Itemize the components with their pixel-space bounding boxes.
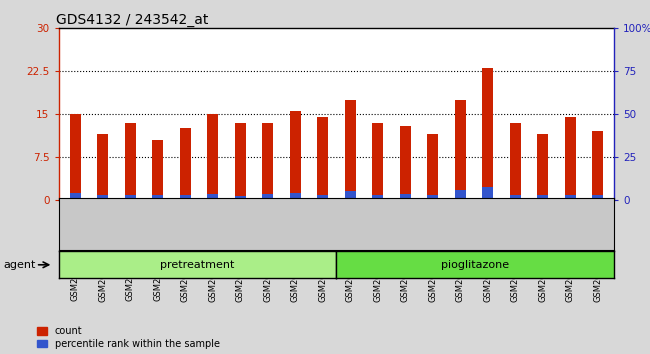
Bar [592, 131, 603, 200]
Bar [317, 117, 328, 200]
Bar [125, 123, 136, 200]
Bar [152, 140, 163, 200]
Bar [235, 196, 246, 200]
Bar [235, 123, 246, 200]
Bar [400, 126, 411, 200]
Bar [152, 195, 163, 200]
Bar [565, 117, 576, 200]
Legend: count, percentile rank within the sample: count, percentile rank within the sample [37, 326, 220, 349]
Bar [207, 194, 218, 200]
Bar [482, 68, 493, 200]
Bar [179, 195, 190, 200]
Bar [70, 193, 81, 200]
Bar [510, 195, 521, 200]
Bar [455, 190, 465, 200]
Bar [262, 194, 273, 200]
Bar [427, 195, 438, 200]
Bar [344, 100, 356, 200]
Bar [427, 134, 438, 200]
Bar [592, 195, 603, 200]
Bar [290, 111, 300, 200]
Bar [482, 187, 493, 200]
Text: GDS4132 / 243542_at: GDS4132 / 243542_at [56, 13, 208, 27]
Bar [70, 114, 81, 200]
Text: agent: agent [3, 260, 36, 270]
Bar [537, 134, 548, 200]
Bar [290, 193, 300, 200]
Bar [317, 195, 328, 200]
Bar [125, 195, 136, 200]
Bar [179, 129, 190, 200]
Bar [262, 123, 273, 200]
Bar [400, 194, 411, 200]
Bar [372, 195, 383, 200]
Bar [510, 123, 521, 200]
Bar [344, 192, 356, 200]
Bar [97, 134, 108, 200]
Bar [97, 195, 108, 200]
Bar [565, 195, 576, 200]
Bar [455, 100, 465, 200]
Bar [207, 114, 218, 200]
Bar [537, 195, 548, 200]
Bar [372, 123, 383, 200]
Text: pioglitazone: pioglitazone [441, 259, 510, 270]
Text: pretreatment: pretreatment [161, 259, 235, 270]
